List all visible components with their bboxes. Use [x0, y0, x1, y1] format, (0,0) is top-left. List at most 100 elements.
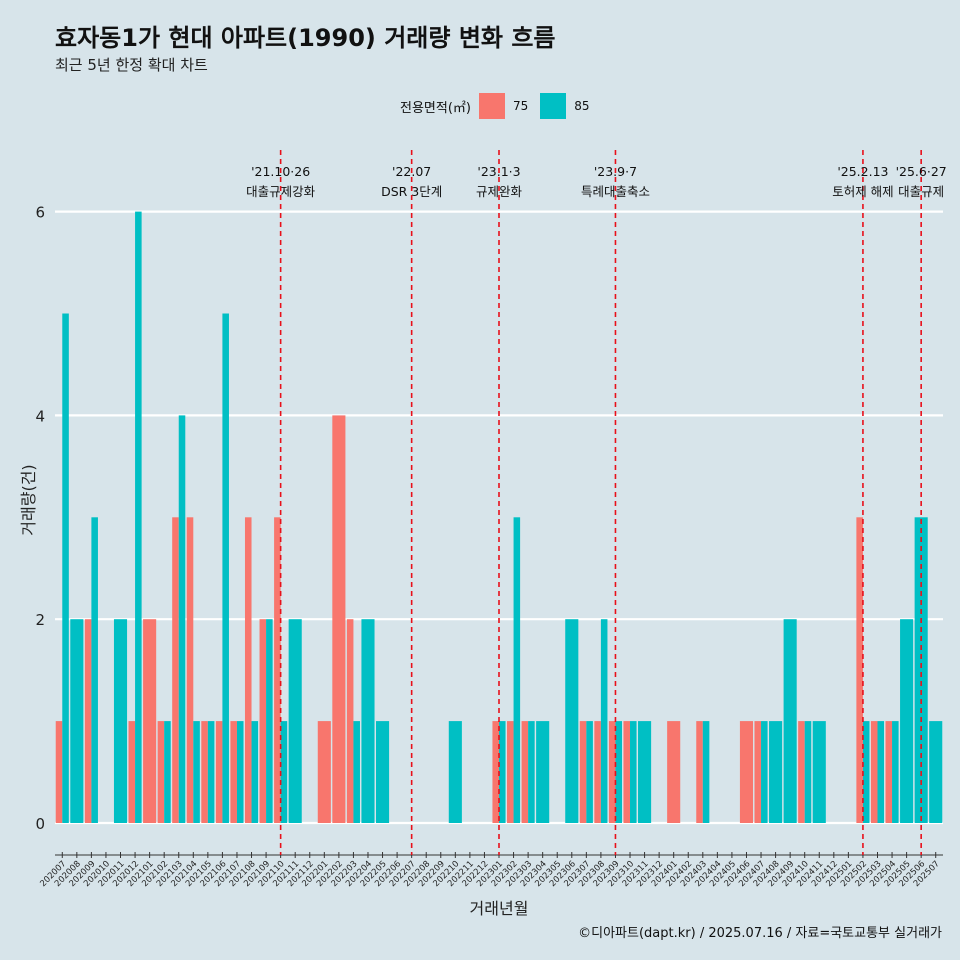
bar-75-202109: [259, 619, 267, 823]
bar-75-202309: [608, 721, 616, 823]
bar-75-202502: [856, 517, 863, 823]
bar-85-202306: [565, 619, 579, 823]
chart-subtitle: 최근 5년 한정 확대 차트: [55, 56, 208, 74]
bar-85-202103: [178, 415, 186, 823]
event-label-1: DSR 3단계: [381, 184, 442, 199]
bar-75-202106: [215, 721, 223, 823]
bar-85-202105: [207, 721, 215, 823]
bar-85-202411: [812, 721, 826, 823]
bar-75-202407: [754, 721, 762, 823]
bar-75-202403: [696, 721, 703, 823]
bar-75-202101: [143, 619, 157, 823]
bar-75-202203: [346, 619, 354, 823]
bar-85-202203: [353, 721, 360, 823]
bar-85-202301: [499, 721, 506, 823]
legend-label-75: 75: [512, 99, 529, 113]
bar-85-202303: [528, 721, 535, 823]
bar-85-202308: [600, 619, 608, 823]
legend-swatch-75: [478, 93, 505, 119]
bar-75-202007: [55, 721, 63, 823]
bar-75-202202: [332, 415, 346, 823]
bar-85-202107: [236, 721, 244, 823]
bar-75-202108: [244, 517, 252, 823]
event-label-3: 특례대출축소: [581, 184, 650, 199]
bar-85-202310: [630, 721, 637, 823]
bar-75-202201: [317, 721, 331, 823]
y-axis-title: 거래량(건): [19, 464, 38, 535]
bar-85-202505: [900, 619, 914, 823]
bar-85-202108: [251, 721, 259, 823]
y-tick-label-0: 0: [35, 815, 45, 833]
bar-85-202309: [615, 721, 623, 823]
event-label-0: 대출규제강화: [246, 184, 316, 199]
bar-85-202502: [862, 721, 870, 823]
bar-75-202308: [594, 721, 601, 823]
event-date-2: '23.1·3: [477, 164, 520, 179]
bar-85-202012: [135, 211, 142, 824]
bar-75-202302: [507, 721, 514, 823]
legend-title: 전용면적(㎡): [400, 100, 471, 116]
event-label-2: 규제완화: [476, 184, 523, 199]
bar-75-202310: [623, 721, 631, 823]
source-caption: ©디아파트(dapt.kr) / 2025.07.16 / 자료=국토교통부 실…: [578, 926, 942, 941]
bar-85-202204: [361, 619, 375, 823]
y-tick-label-4: 4: [35, 407, 45, 425]
bar-85-202307: [586, 721, 593, 823]
y-tick-label-6: 6: [35, 204, 45, 222]
bar-75-202307: [579, 721, 587, 823]
bar-75-202009: [84, 619, 92, 823]
bar-85-202210: [448, 721, 462, 823]
bar-75-202401: [667, 721, 681, 823]
event-date-3: '23.9·7: [594, 164, 637, 179]
bar-75-202303: [521, 721, 529, 823]
bar-75-202105: [201, 721, 208, 823]
bar-85-202109: [266, 619, 273, 823]
bar-85-202503: [877, 721, 885, 823]
bar-75-202406: [739, 721, 754, 823]
event-label-5: 대출규제: [898, 184, 944, 199]
bar-85-202102: [164, 721, 171, 823]
bar-85-202106: [222, 313, 229, 823]
bar-85-202302: [513, 517, 521, 823]
event-label-4: 토허제 해제: [832, 184, 893, 199]
bar-85-202311: [638, 721, 652, 823]
bar-85-202304: [536, 721, 550, 823]
bar-85-202205: [375, 721, 390, 823]
legend: 전용면적(㎡) 75 85: [400, 93, 602, 119]
bar-75-202503: [870, 721, 878, 823]
bar-85-202110: [280, 721, 288, 823]
bar-85-202507: [929, 721, 943, 823]
bar-75-202301: [492, 721, 499, 823]
bar-85-202408: [769, 721, 783, 823]
bar-85-202009: [91, 517, 98, 823]
bar-75-202504: [885, 721, 893, 823]
bar-75-202107: [230, 721, 237, 823]
bar-75-202102: [157, 721, 165, 823]
bar-85-202007: [62, 313, 69, 823]
bar-85-202403: [702, 721, 710, 823]
bar-75-202104: [186, 517, 194, 823]
bar-85-202111: [288, 619, 302, 823]
bar-85-202104: [193, 721, 200, 823]
bar-85-202410: [804, 721, 812, 823]
bar-85-202409: [783, 619, 797, 823]
event-date-5: '25.6·27: [896, 164, 947, 179]
event-date-1: '22.07: [392, 164, 431, 179]
x-axis-title: 거래년월: [470, 899, 529, 918]
legend-label-85: 85: [574, 99, 590, 113]
bar-85-202011: [113, 619, 128, 823]
bar-75-202103: [172, 517, 179, 823]
bar-75-202410: [798, 721, 805, 823]
legend-swatch-85: [540, 93, 567, 119]
bar-85-202008: [70, 619, 84, 823]
chart-title: 효자동1가 현대 아파트(1990) 거래량 변화 흐름: [55, 24, 556, 52]
bar-85-202504: [892, 721, 899, 823]
y-tick-label-2: 2: [35, 611, 45, 629]
event-date-0: '21.10·26: [251, 164, 310, 179]
bar-75-202012: [128, 721, 136, 823]
bar-75-202110: [274, 517, 281, 823]
bar-85-202407: [761, 721, 768, 823]
bar-85-202506: [914, 517, 928, 823]
event-date-4: '25.2.13: [837, 164, 888, 179]
